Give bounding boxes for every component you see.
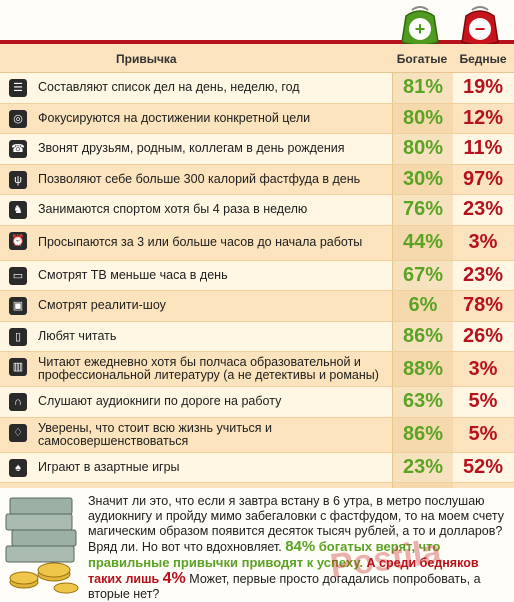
poor-percent: 5% — [468, 423, 498, 445]
rich-percent: 88% — [392, 352, 453, 386]
habit-text: Любят читать — [38, 328, 117, 343]
habit-text: Играют в азартные игры — [38, 459, 180, 474]
rich-percent: 76% — [392, 195, 453, 225]
habit-text: Занимаются спортом хотя бы 4 раза в неде… — [38, 202, 308, 217]
rich-column-header: Богатые — [396, 52, 448, 66]
table-row: ▯ Любят читать 86% 26% — [0, 321, 514, 352]
rich-percent: 23% — [392, 452, 453, 482]
footer-paragraph-2: богатых верят, что правильные привычки п… — [88, 539, 441, 570]
table-row: ▣ Смотрят реалити-шоу 6% 78% — [0, 291, 514, 322]
poor-percent: 12% — [462, 106, 504, 129]
poor-sign: − — [475, 19, 486, 39]
habits-table: Привычка Богатые Бедные ☰ Составляют спис… — [0, 44, 514, 514]
table-row: ▭ Смотрят ТВ меньше часа в день 67% 23% — [0, 260, 514, 291]
habit-text: Слушают аудиокниги по дороге на работу — [38, 394, 282, 409]
rich-percent: 44% — [392, 225, 453, 260]
poor-percent: 78% — [462, 294, 504, 317]
habit-text: Смотрят реалити-шоу — [38, 298, 166, 313]
habit-column-header: Привычка — [116, 52, 177, 66]
rich-purse-icon: + — [401, 6, 439, 46]
habit-text: Фокусируются на достижении конкретной це… — [38, 110, 311, 125]
poor-column-header: Бедные — [459, 52, 507, 66]
rich-percent: 6% — [392, 291, 453, 321]
poor-percent: 5% — [468, 390, 498, 413]
alarm-clock-icon: ⏰ — [9, 231, 27, 250]
table-body: ☰ Составляют список дел на день, неделю, … — [0, 73, 514, 514]
poor-purse-icon: − — [461, 6, 499, 46]
table-row: ψ Позволяют себе больше 300 калорий фастф… — [0, 164, 514, 195]
table-row: ☰ Составляют список дел на день, неделю, … — [0, 73, 514, 104]
table-row: ☎ Звонят друзьям, родным, коллегам в день… — [0, 134, 514, 165]
poor-percent: 3% — [468, 231, 498, 253]
header-rule — [0, 40, 514, 44]
habit-text: Просыпаются за 3 или больше часов до нач… — [38, 235, 363, 249]
rich-percent: 86% — [392, 321, 453, 351]
footer-text: Значит ли это, что если я завтра встану … — [88, 494, 508, 602]
target-icon: ◎ — [9, 109, 27, 128]
book-icon: ▯ — [9, 327, 27, 346]
habit-text: Составляют список дел на день, неделю, г… — [38, 80, 300, 95]
habit-text: Уверены, что стоит всю жизнь учиться и с… — [38, 420, 272, 448]
habit-text: Смотрят ТВ меньше часа в день — [38, 267, 228, 282]
table-header: Привычка Богатые Бедные — [0, 44, 514, 73]
poor-percent: 11% — [463, 137, 503, 160]
headphones-icon: ∩ — [9, 393, 27, 411]
footer-paragraph-1: Значит ли это, что если я завтра встану … — [88, 494, 504, 554]
rich-percent: 67% — [392, 260, 453, 290]
rich-percent: 86% — [392, 417, 453, 452]
poor-percent: 23% — [462, 198, 504, 221]
poor-percent: 3% — [468, 357, 498, 380]
poor-percent: 97% — [462, 167, 504, 190]
rich-percent: 80% — [392, 103, 453, 133]
table-row: ◎ Фокусируются на достижении конкретной ц… — [0, 103, 514, 134]
rich-sign: + — [415, 19, 426, 39]
table-row: ♠ Играют в азартные игры 23% 52% — [0, 452, 514, 483]
tv-icon: ▭ — [9, 266, 27, 285]
rich-percent: 81% — [392, 73, 453, 103]
runner-icon: ♞ — [9, 201, 27, 219]
table-row: ⏰ Просыпаются за 3 или больше часов до на… — [0, 225, 514, 261]
rich-percent: 80% — [392, 134, 453, 164]
table-row: ♞ Занимаются спортом хотя бы 4 раза в нед… — [0, 195, 514, 226]
table-row: ▥ Читают ежедневно хотя бы полчаса образо… — [0, 352, 514, 387]
poor-percent: 52% — [462, 455, 504, 478]
poor-percent: 26% — [462, 324, 504, 347]
habit-text: Читают ежедневно хотя бы полчаса образов… — [38, 355, 379, 382]
rich-percent: 30% — [392, 164, 453, 194]
open-book-icon: ▥ — [9, 358, 27, 376]
table-row: ∩ Слушают аудиокниги по дороге на работу 6… — [0, 387, 514, 418]
poor-percent: 19% — [462, 76, 504, 99]
footer-paragraph-4: Может, первые просто догадались попробов… — [88, 572, 481, 601]
list-icon: ☰ — [9, 79, 27, 97]
poor-percent: 23% — [462, 263, 504, 286]
footer-poor-percent: 4% — [162, 570, 186, 587]
habit-text: Позволяют себе больше 300 калорий фастфу… — [38, 171, 361, 186]
table-row: ♢ Уверены, что стоит всю жизнь учиться и … — [0, 417, 514, 453]
graduation-cap-icon: ♢ — [9, 423, 27, 442]
habit-text: Звонят друзьям, родным, коллегам в день … — [38, 141, 345, 156]
footer-paragraph-3: А среди бедняков таких лишь — [88, 556, 479, 586]
fork-icon: ψ — [9, 170, 27, 189]
footer — [0, 488, 514, 600]
tv-show-icon: ▣ — [9, 297, 27, 315]
money-stack-icon — [5, 497, 79, 594]
footer-rich-percent: 84% — [285, 538, 316, 555]
rich-percent: 63% — [392, 387, 453, 417]
phone-icon: ☎ — [9, 140, 27, 158]
spade-icon: ♠ — [9, 458, 27, 477]
